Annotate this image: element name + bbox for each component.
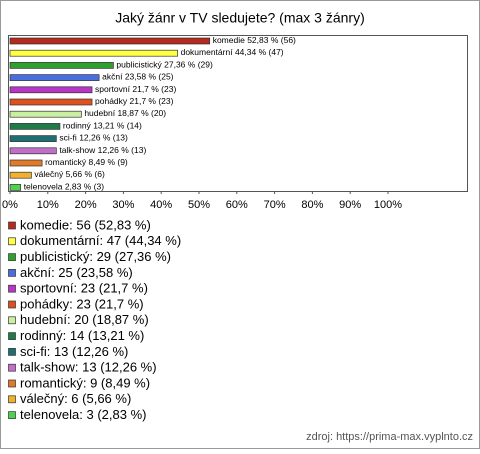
legend-label: válečný: 6 (5,66 %) [20, 391, 131, 406]
legend-label: komedie: 56 (52,83 %) [20, 217, 151, 232]
bar-category: telenovela [24, 182, 63, 192]
x-tick-label: 0% [2, 199, 18, 211]
bar-label: romantický 8,49 % (9) [45, 157, 128, 167]
bar [9, 49, 178, 57]
x-tick-label: 10% [37, 199, 59, 211]
x-tick-label: 50% [188, 199, 210, 211]
plot-area [8, 35, 468, 192]
bar-label: pohádky 21,7 % (23) [95, 96, 174, 106]
legend-swatch [8, 300, 16, 309]
x-tick-label: 30% [112, 199, 134, 211]
legend-label: sci-fi: 13 (12,26 %) [20, 344, 128, 359]
bar-value-label: 8,49 % (9) [89, 157, 128, 167]
x-tick-label: 60% [226, 199, 248, 211]
x-tick-label: 100% [374, 199, 402, 211]
bar-label: komedie 52,83 % (56) [213, 35, 296, 45]
bar-value-label: 13,21 % (14) [93, 121, 142, 131]
bar-category: akční [102, 72, 123, 82]
legend-swatch [8, 253, 16, 261]
bar-label: hudební 18,87 % (20) [84, 108, 166, 118]
legend-swatch [8, 316, 16, 325]
bar-label: dokumentární 44,34 % (47) [181, 47, 284, 57]
bar-label: akční 23,58 % (25) [102, 72, 174, 82]
bar-value-label: 21,7 % (23) [132, 84, 176, 94]
legend-swatch [8, 237, 16, 246]
bar [9, 98, 93, 106]
legend-swatch [8, 221, 16, 230]
bar-category: sportovní [95, 84, 131, 94]
legend-swatch [8, 269, 16, 277]
legend-swatch [8, 284, 16, 293]
bar-value-label: 52,83 % (56) [247, 35, 296, 45]
bar-label: talk-show 12,26 % (13) [59, 145, 146, 155]
bar [9, 110, 82, 118]
legend-swatch [8, 379, 16, 388]
x-tick-label: 80% [301, 199, 323, 211]
x-tick-label: 20% [75, 199, 97, 211]
bar [9, 86, 93, 94]
legend-label: publicistický: 29 (27,36 %) [20, 249, 171, 264]
x-tick-label: 40% [150, 199, 172, 211]
bar-value-label: 44,34 % (47) [235, 47, 284, 57]
bar [9, 184, 22, 191]
legend-swatch [8, 348, 16, 356]
legend-label: rodinný: 14 (13,21 %) [20, 328, 144, 343]
bar-category: komedie [213, 35, 245, 45]
legend-label: akční: 25 (23,58 %) [20, 265, 133, 280]
legend-swatch [8, 363, 16, 372]
legend-label: pohádky: 23 (21,7 %) [20, 296, 144, 311]
bar-label: telenovela 2,83 % (3) [24, 182, 105, 192]
bar-label: rodinný 13,21 % (14) [63, 121, 142, 131]
bar-category: publicistický [116, 60, 162, 70]
bar-label: publicistický 27,36 % (29) [116, 60, 213, 70]
legend-label: romantický: 9 (8,49 %) [20, 375, 150, 390]
bar [9, 74, 100, 81]
bar [9, 147, 57, 155]
legend-label: telenovela: 3 (2,83 %) [20, 407, 146, 422]
bar-label: sportovní 21,7 % (23) [95, 84, 176, 94]
bar-value-label: 21,7 % (23) [130, 96, 174, 106]
bar [9, 62, 114, 69]
bar [9, 123, 61, 130]
chart-title: Jaký žánr v TV sledujete? (max 3 žánry) [115, 10, 365, 26]
bar-category: romantický [45, 157, 87, 167]
bar-category: válečný [34, 169, 64, 179]
legend-label: talk-show: 13 (12,26 %) [20, 360, 157, 375]
bar-category: dokumentární [181, 47, 234, 57]
legend-swatch [8, 332, 16, 340]
bar [9, 171, 32, 179]
bar-category: sci-fi [59, 133, 77, 143]
bar-value-label: 27,36 % (29) [164, 60, 213, 70]
bar [9, 37, 211, 45]
bar-label: sci-fi 12,26 % (13) [59, 133, 128, 143]
bar-value-label: 18,87 % (20) [117, 108, 166, 118]
source: zdroj: https://prima-max.vyplnto.cz [306, 431, 473, 443]
x-tick-label: 90% [339, 199, 361, 211]
bar-value-label: 5,66 % (6) [66, 169, 105, 179]
legend-label: hudební: 20 (18,87 %) [20, 312, 149, 327]
bar-category: rodinný [63, 121, 92, 131]
bar-label: válečný 5,66 % (6) [34, 169, 105, 179]
bar-category: pohádky [95, 96, 128, 106]
bar [9, 135, 57, 142]
legend-label: sportovní: 23 (21,7 %) [20, 281, 148, 296]
legend-swatch [8, 395, 16, 404]
bar-value-label: 12,26 % (13) [79, 133, 128, 143]
bar-category: hudební [84, 108, 115, 118]
legend-swatch [8, 411, 16, 419]
bar-value-label: 12,26 % (13) [98, 145, 147, 155]
x-tick-label: 70% [264, 199, 286, 211]
bar-value-label: 23,58 % (25) [125, 72, 174, 82]
bar-value-label: 2,83 % (3) [65, 182, 104, 192]
bar-category: talk-show [59, 145, 96, 155]
bar [9, 159, 43, 167]
legend-label: dokumentární: 47 (44,34 %) [20, 233, 181, 248]
